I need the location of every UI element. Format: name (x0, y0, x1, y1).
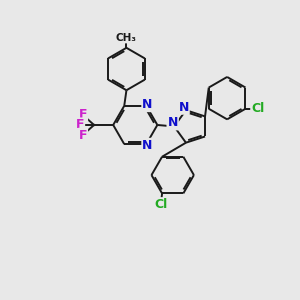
Text: N: N (142, 98, 153, 111)
Text: CH₃: CH₃ (116, 32, 137, 43)
Text: F: F (79, 129, 87, 142)
Text: F: F (79, 108, 87, 121)
Text: Cl: Cl (154, 198, 167, 211)
Text: N: N (142, 139, 153, 152)
Text: F: F (76, 118, 84, 131)
Text: N: N (178, 101, 189, 114)
Text: Cl: Cl (251, 102, 265, 115)
Text: N: N (167, 116, 178, 129)
